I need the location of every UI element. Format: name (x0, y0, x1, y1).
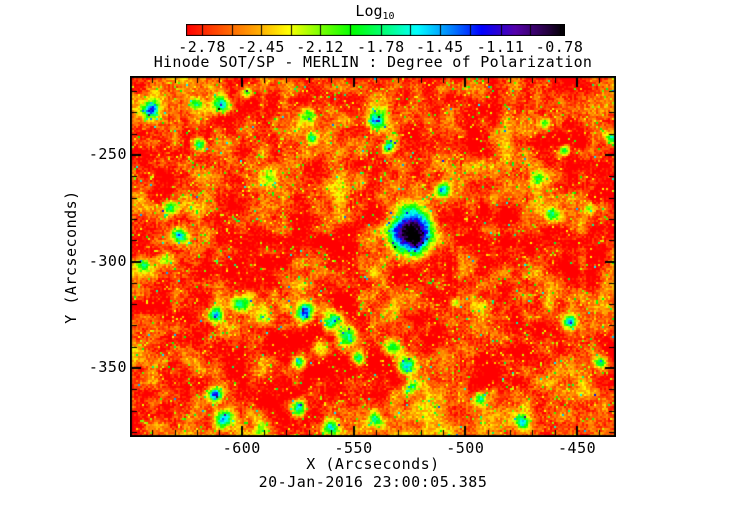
polarization-heatmap (130, 76, 616, 437)
y-tick-label: -350 (88, 357, 127, 376)
y-tick-label: -250 (88, 145, 127, 163)
colorbar-tick-label: -2.12 (296, 38, 344, 56)
x-tick-label: -500 (446, 439, 485, 457)
date-label: 20-Jan-2016 23:00:05.385 (258, 473, 488, 491)
colorbar-tick-label: -0.78 (535, 38, 584, 56)
plot-title: Hinode SOT/SP - MERLIN : Degree of Polar… (153, 53, 593, 71)
y-tick-label: -300 (88, 251, 127, 270)
colorbar-tick-label: -1.11 (476, 38, 525, 56)
colorbar-tick-label: -2.78 (178, 38, 226, 56)
colorbar-gradient (186, 24, 565, 36)
x-tick-label: -450 (558, 439, 597, 457)
colorbar-title: Log10 (335, 2, 415, 22)
x-axis-label: X (Arcseconds) (306, 455, 440, 473)
colorbar-title-subscript: 10 (382, 11, 395, 22)
colorbar-tick-label: -1.45 (415, 38, 464, 56)
colorbar-title-main: Log (355, 2, 383, 20)
colorbar-tick-label: -1.78 (356, 38, 405, 56)
x-tick-label: -600 (222, 439, 261, 457)
x-tick-label: -550 (334, 439, 373, 457)
colorbar-tick-label: -2.45 (237, 38, 285, 56)
